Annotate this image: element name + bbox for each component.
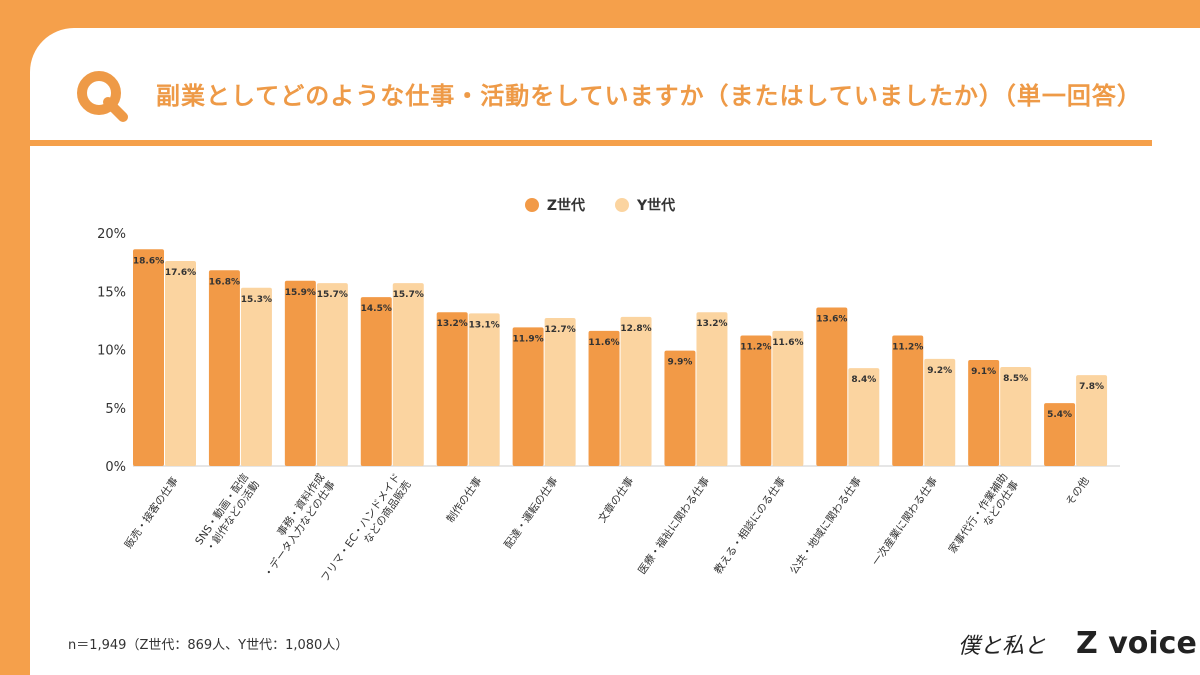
legend-item-y: Y世代 [615,195,675,215]
data-label: 7.8% [1079,382,1104,392]
data-label: 17.6% [165,268,196,278]
x-tick-label-line: 医療・福祉に関わる仕事 [635,474,712,576]
data-label: 12.8% [620,324,651,334]
bar-y [772,330,804,466]
data-label: 13.2% [437,319,468,329]
data-label: 14.5% [361,304,392,314]
sample-size-note: n＝1,949（Z世代：869人、Y世代：1,080人） [68,638,349,653]
legend-item-z: Z世代 [524,195,585,215]
bar-y [165,260,196,466]
bar-y [240,287,272,466]
x-tick-label: 配達・運転の仕事 [501,474,560,551]
bar-z [436,312,468,466]
data-label: 11.6% [588,338,619,348]
data-label: 12.7% [544,325,575,335]
bar-y [1076,375,1108,466]
bar-z [816,307,848,466]
bar-z [208,270,240,466]
x-tick-label: 文章の仕事 [595,474,636,525]
data-label: 13.1% [469,320,500,330]
x-tick-label-line: ・データ入力などの仕事 [261,478,338,580]
x-tick-label-line: 一次産業に関わる仕事 [869,474,940,568]
data-label: 13.2% [696,319,727,329]
data-label: 8.4% [851,375,876,385]
x-tick-label: 事務・資料作成・データ入力などの仕事 [261,470,338,580]
data-label: 8.5% [1003,374,1028,384]
title-divider [30,140,1152,146]
bar-z [512,327,544,466]
zvoice-logo: Z voice [1076,626,1197,661]
data-label: 11.2% [740,343,771,353]
x-tick-label: 一次産業に関わる仕事 [869,474,940,568]
bar-z [1044,403,1076,466]
bar-z [284,280,316,466]
bar-y [544,318,576,466]
x-tick-label-line: 配達・運転の仕事 [501,474,560,551]
x-tick-label-line: 文章の仕事 [595,474,636,525]
logo-voice: voice [1108,626,1197,661]
x-tick-label: その他 [1063,474,1092,508]
y-tick-label: 10% [97,344,126,359]
data-label: 18.6% [133,256,164,266]
data-label: 11.9% [512,334,543,344]
data-label: 16.8% [209,277,240,287]
bar-y [924,358,956,466]
bar-y [696,312,728,466]
data-label: 15.7% [393,290,424,300]
data-label: 5.4% [1047,410,1072,420]
x-tick-label: 公共・地域に関わる仕事 [787,474,864,576]
bar-y [1000,366,1032,466]
data-label: 11.2% [892,343,923,353]
page-title: 副業としてどのような仕事・活動をしていますか（またはしていましたか）（単一回答） [156,82,1142,110]
data-label: 9.2% [927,366,952,376]
data-label: 15.3% [241,295,272,305]
x-tick-label: 制作の仕事 [444,474,485,525]
bar-z [740,335,772,466]
x-tick-label: 販売・接客の仕事 [122,474,181,551]
y-tick-label: 15% [97,285,126,300]
bar-z [968,359,1000,466]
bar-y [620,316,652,466]
bar-y [392,283,424,466]
data-label: 15.7% [317,290,348,300]
legend-label-y: Y世代 [637,198,676,214]
bar-z [133,249,164,466]
bar-z [360,297,392,466]
bar-z [892,335,924,466]
legend-label-z: Z世代 [546,198,585,214]
logo-z-letter: Z [1076,626,1098,661]
bar-y [848,368,880,466]
x-tick-label-line: 制作の仕事 [444,474,485,525]
bar-y [316,283,348,466]
logo-script: 僕と私と [958,634,1047,659]
x-tick-label: 医療・福祉に関わる仕事 [635,474,712,576]
y-tick-label: 20% [97,227,126,242]
bar-y [468,313,500,466]
data-label: 9.1% [971,367,996,377]
chart-legend: Z世代 Y世代 [0,195,1200,215]
x-tick-label: SNS・動画・配信・創作などの活動 [192,471,262,555]
data-label: 13.6% [816,315,847,325]
q-icon [77,71,128,122]
legend-swatch-y [615,198,629,212]
legend-swatch-z [524,198,539,212]
bar-z [588,330,620,466]
x-tick-label: 教える・相談にのる仕事 [711,474,788,576]
data-label: 11.6% [772,338,803,348]
x-tick-label-line: その他 [1063,474,1092,508]
y-tick-label: 0% [105,460,126,475]
y-tick-label: 5% [105,402,126,417]
x-tick-label-line: 公共・地域に関わる仕事 [787,474,864,576]
data-label: 15.9% [285,288,316,298]
data-label: 9.9% [667,358,692,368]
bar-z [664,350,696,466]
x-tick-label-line: 教える・相談にのる仕事 [711,474,788,576]
x-tick-label-line: 販売・接客の仕事 [122,474,181,551]
